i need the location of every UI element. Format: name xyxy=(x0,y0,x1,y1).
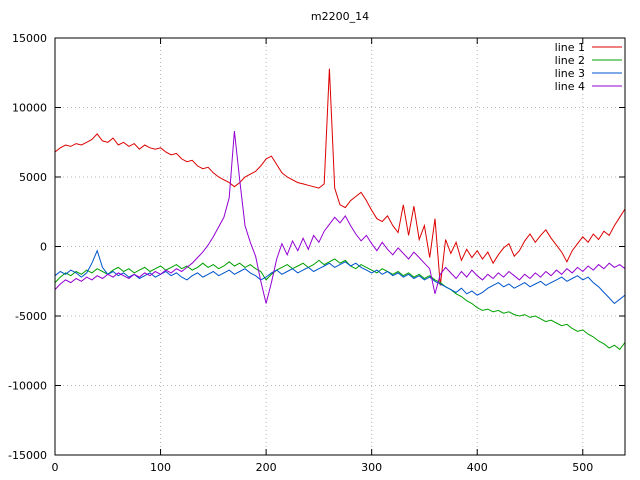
x-tick-label: 0 xyxy=(52,461,59,474)
legend-label-4: line 4 xyxy=(555,80,585,93)
y-tick-label: 10000 xyxy=(12,102,47,115)
x-tick-label: 100 xyxy=(150,461,171,474)
chart-title: m2200_14 xyxy=(310,10,370,23)
legend-label-3: line 3 xyxy=(555,67,585,80)
x-tick-label: 500 xyxy=(572,461,593,474)
series-line-1 xyxy=(54,68,626,286)
series-line-3 xyxy=(54,249,626,305)
y-tick-label: 0 xyxy=(40,241,47,254)
y-tick-label: 5000 xyxy=(19,171,47,184)
series-line-4 xyxy=(54,131,626,304)
y-tick-label: -15000 xyxy=(8,449,47,462)
x-tick-label: 300 xyxy=(361,461,382,474)
series-line-2 xyxy=(54,258,626,351)
y-tick-label: 15000 xyxy=(12,32,47,45)
legend-label-2: line 2 xyxy=(555,54,585,67)
y-tick-label: -10000 xyxy=(8,380,47,393)
x-tick-label: 400 xyxy=(467,461,488,474)
y-tick-label: -5000 xyxy=(15,310,47,323)
legend-label-1: line 1 xyxy=(555,41,585,54)
x-tick-label: 200 xyxy=(256,461,277,474)
